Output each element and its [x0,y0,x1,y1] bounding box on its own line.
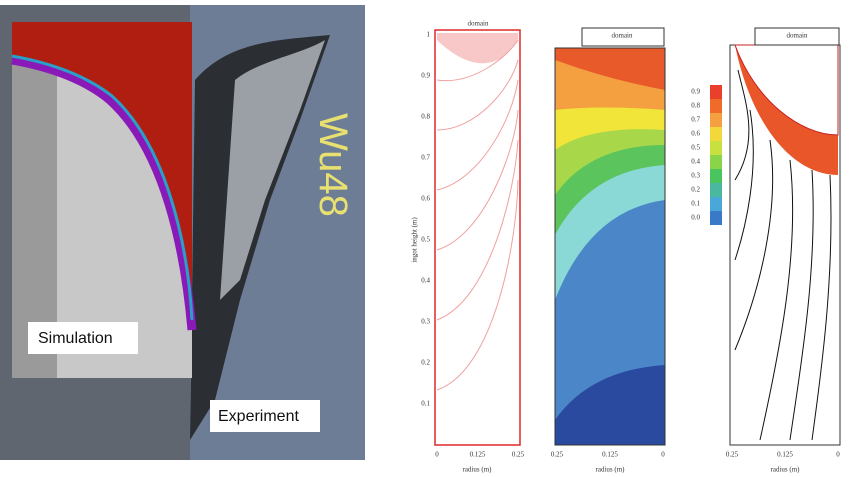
y-tick-label: 0.4 [421,277,430,285]
legend-label: 0.1 [691,200,700,208]
x-tick-label: 0.125 [777,451,793,459]
legend-label: 0.6 [691,130,700,138]
legend-swatch [710,99,722,113]
x-tick-label: 0.25 [551,451,564,459]
legend-swatch [710,197,722,211]
y-tick-label: 1 [427,31,431,39]
plot-frame [435,30,520,445]
legend-swatch [710,211,722,225]
y-tick-label: 0.7 [421,154,430,162]
legend-label: 0.3 [691,172,700,180]
legend-label: 0.9 [691,88,700,96]
temperature-plot: radius (m) domain [555,28,665,474]
experiment-label: Experiment [218,408,299,425]
x-tick-label: 0 [836,451,840,459]
simulation-label: Simulation [38,330,113,347]
tag: domain [468,20,489,28]
y-tick-label: 0.1 [421,400,430,408]
x-tick-label: 0.25 [726,451,739,459]
sample-marking: Wu48 [311,113,355,217]
legend-swatch [710,141,722,155]
x-axis-label: radius (m) [463,466,493,474]
x-tick-label: 0.125 [602,451,618,459]
x-axis-label: radius (m) [771,466,801,474]
legend-label: 0.2 [691,186,700,194]
legend-label: 0.7 [691,116,700,124]
legend-swatch [710,85,722,99]
legend-swatch [710,155,722,169]
legend-swatch [710,127,722,141]
tag: domain [787,32,808,40]
y-tick-label: 0.5 [421,236,430,244]
y-tick-label: 0.3 [421,318,430,326]
y-axis-label: ingot height (m) [411,217,419,263]
x-tick-label: 0 [661,451,665,459]
y-tick-label: 0.2 [421,359,430,367]
legend-label: 0.5 [691,144,700,152]
legend-label: 0.8 [691,102,700,110]
page: Wu48 Simulation Experiment ingot height … [0,0,868,477]
legend-label: 0.0 [691,214,700,222]
x-tick-label: 0.125 [470,451,486,459]
fraction-plot: domain radius (m) [730,28,840,474]
legend-swatch [710,183,722,197]
tag: domain [612,32,633,40]
legend-swatch [710,113,722,127]
y-tick-label: 0.6 [421,195,430,203]
y-tick-label: 0.9 [421,72,430,80]
x-tick-label: 0 [435,451,439,459]
legend-label: 0.4 [691,158,700,166]
x-axis-label: radius (m) [596,466,626,474]
y-tick-label: 0.8 [421,113,430,121]
figure: Wu48 Simulation Experiment ingot height … [0,0,868,477]
x-tick-label: 0.25 [512,451,525,459]
legend-swatch [710,169,722,183]
